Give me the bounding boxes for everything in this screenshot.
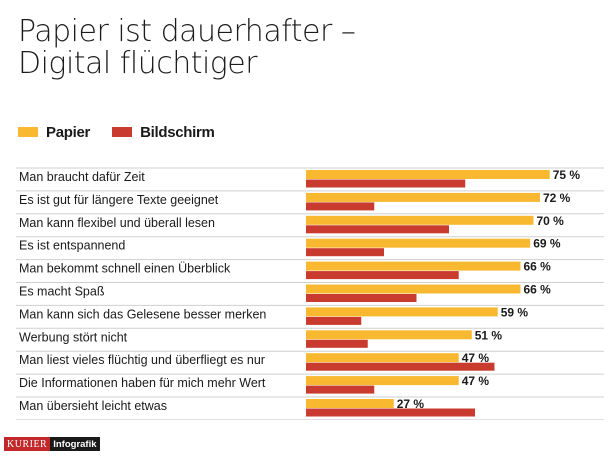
bar-bildschirm [306, 179, 466, 188]
chart-title: Papier ist dauerhafter – Digital flüchti… [18, 16, 578, 80]
bar-chart: Man braucht dafür Zeit 75 % Es ist gut für… [16, 167, 604, 420]
bar-papier [306, 261, 521, 271]
title-line-1: Papier ist dauerhafter – [18, 14, 356, 49]
bar-bildschirm [306, 202, 375, 211]
title-line-2: Digital flüchtiger [18, 46, 258, 81]
bar-bildschirm [306, 248, 384, 257]
bar-papier [306, 238, 531, 248]
legend-item-bildschirm: Bildschirm [112, 124, 215, 141]
category-label: Es ist gut für längere Texte geeignet [19, 193, 219, 207]
bar-bildschirm [306, 385, 375, 394]
category-label: Man braucht dafür Zeit [19, 170, 145, 184]
bar-papier [306, 192, 540, 202]
bar-papier [306, 215, 534, 225]
bar-bildschirm [306, 294, 417, 302]
value-label-papier: 47 % [462, 351, 490, 365]
value-label-papier: 72 % [543, 191, 571, 205]
value-label-papier: 59 % [501, 305, 529, 319]
value-label-papier: 69 % [533, 237, 561, 251]
category-label: Die Informationen haben für mich mehr We… [19, 376, 266, 390]
bar-papier [306, 330, 472, 340]
category-label: Es ist entspannend [19, 239, 125, 253]
legend: Papier Bildschirm [18, 122, 237, 142]
category-label: Es macht Spaß [19, 285, 105, 299]
footer-credit: KURIER Infografik [4, 437, 100, 451]
legend-swatch-papier [18, 127, 38, 137]
category-label: Man bekommt schnell einen Überblick [19, 262, 231, 276]
legend-label-bildschirm: Bildschirm [140, 123, 215, 141]
value-label-papier: 51 % [475, 328, 503, 342]
bar-bildschirm [306, 408, 475, 417]
category-label: Werbung stört nicht [19, 330, 128, 344]
bar-papier [306, 284, 521, 294]
value-label-papier: 47 % [462, 374, 490, 388]
value-label-papier: 27 % [397, 397, 425, 411]
category-label: Man übersieht leicht etwas [19, 399, 167, 413]
legend-item-papier: Papier [18, 124, 90, 141]
bar-papier [306, 376, 459, 386]
bar-bildschirm [306, 225, 449, 234]
legend-swatch-bildschirm [112, 127, 133, 137]
bar-bildschirm [306, 316, 362, 325]
brand-logo: KURIER [4, 437, 51, 451]
bar-papier [306, 399, 394, 408]
bar-bildschirm [306, 339, 368, 348]
bar-papier [306, 307, 498, 317]
value-label-papier: 66 % [524, 283, 552, 297]
value-label-papier: 66 % [524, 260, 552, 274]
category-label: Man liest vieles flüchtig und überfliegt… [19, 353, 265, 367]
category-label: Man kann sich das Gelesene besser merken [19, 307, 266, 321]
legend-label-papier: Papier [46, 123, 91, 141]
bar-bildschirm [306, 362, 495, 371]
bar-papier [306, 170, 550, 179]
bar-bildschirm [306, 271, 459, 280]
brand-infografik-label: Infografik [50, 437, 100, 451]
bar-papier [306, 353, 459, 363]
value-label-papier: 75 % [553, 168, 581, 182]
value-label-papier: 70 % [537, 214, 565, 228]
category-label: Man kann flexibel und überall lesen [19, 216, 215, 230]
